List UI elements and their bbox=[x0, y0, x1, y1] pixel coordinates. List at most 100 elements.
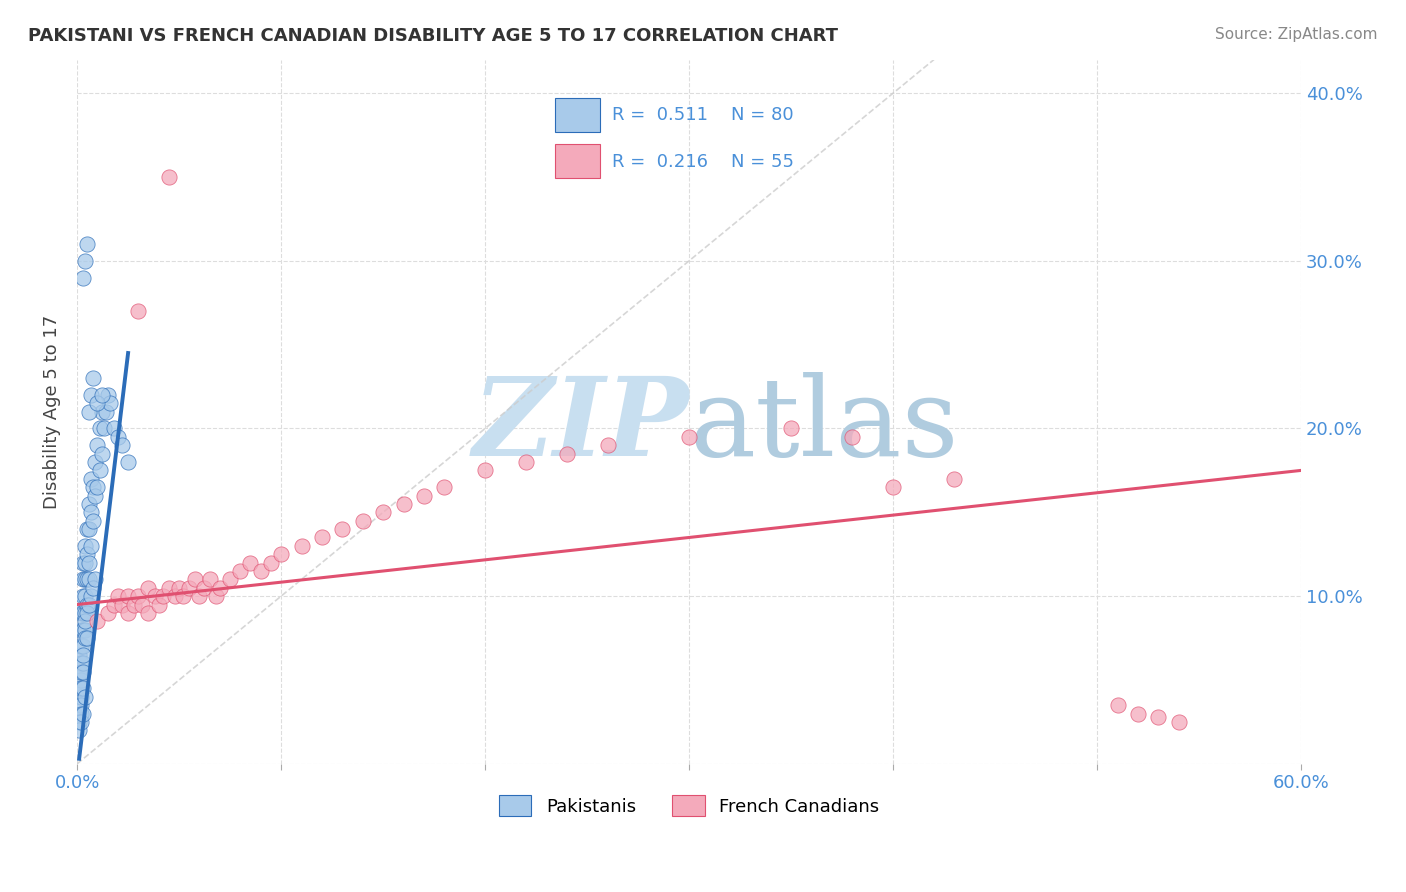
Point bbox=[70, 714, 93, 729]
Text: ZIP: ZIP bbox=[472, 372, 689, 480]
Point bbox=[943, 472, 966, 486]
Point bbox=[75, 539, 97, 553]
Point bbox=[67, 681, 90, 696]
Point bbox=[75, 589, 97, 603]
Point bbox=[97, 388, 120, 402]
Point bbox=[72, 648, 94, 662]
Point bbox=[76, 606, 98, 620]
Point bbox=[82, 514, 104, 528]
Point bbox=[204, 589, 226, 603]
Point bbox=[1147, 710, 1170, 724]
Point bbox=[219, 573, 242, 587]
Point bbox=[555, 447, 578, 461]
Point bbox=[841, 430, 863, 444]
Point bbox=[90, 405, 112, 419]
Point bbox=[72, 657, 94, 671]
Point bbox=[80, 539, 103, 553]
Point bbox=[67, 665, 90, 679]
Point bbox=[184, 573, 207, 587]
Point bbox=[1167, 714, 1189, 729]
Point bbox=[239, 556, 262, 570]
Point bbox=[86, 615, 108, 629]
Point bbox=[75, 690, 97, 704]
Point bbox=[72, 665, 94, 679]
Point bbox=[311, 531, 333, 545]
Point bbox=[157, 581, 180, 595]
Point bbox=[678, 430, 700, 444]
Point bbox=[371, 505, 394, 519]
Point bbox=[67, 714, 90, 729]
Point bbox=[72, 706, 94, 721]
Point bbox=[270, 547, 292, 561]
Point bbox=[72, 589, 94, 603]
Point bbox=[75, 253, 97, 268]
Point bbox=[392, 497, 415, 511]
Point bbox=[1107, 698, 1129, 713]
Point bbox=[90, 388, 112, 402]
Point bbox=[157, 169, 180, 184]
Point bbox=[70, 698, 93, 713]
Point bbox=[70, 673, 93, 687]
Point bbox=[80, 589, 103, 603]
Point bbox=[67, 648, 90, 662]
Point bbox=[80, 388, 103, 402]
Point bbox=[143, 589, 166, 603]
Point bbox=[780, 421, 803, 435]
Point bbox=[76, 573, 98, 587]
Point bbox=[86, 438, 108, 452]
Point bbox=[82, 581, 104, 595]
Point bbox=[70, 706, 93, 721]
Legend: Pakistanis, French Canadians: Pakistanis, French Canadians bbox=[489, 787, 889, 825]
Point bbox=[89, 463, 111, 477]
Point bbox=[193, 581, 215, 595]
Point bbox=[67, 723, 90, 738]
Point bbox=[76, 522, 98, 536]
Point bbox=[75, 631, 97, 645]
Text: atlas: atlas bbox=[689, 372, 959, 479]
Point bbox=[79, 497, 101, 511]
Point bbox=[412, 489, 434, 503]
Point bbox=[72, 681, 94, 696]
Point bbox=[75, 556, 97, 570]
Point bbox=[67, 698, 90, 713]
Point bbox=[474, 463, 496, 477]
Point bbox=[70, 640, 93, 654]
Point bbox=[84, 573, 107, 587]
Point bbox=[84, 489, 107, 503]
Point bbox=[70, 623, 93, 637]
Point bbox=[82, 480, 104, 494]
Point bbox=[79, 405, 101, 419]
Point bbox=[72, 606, 94, 620]
Point bbox=[76, 547, 98, 561]
Point bbox=[107, 430, 129, 444]
Point bbox=[117, 455, 139, 469]
Point bbox=[70, 665, 93, 679]
Point bbox=[79, 573, 101, 587]
Point bbox=[103, 421, 125, 435]
Point bbox=[89, 421, 111, 435]
Text: PAKISTANI VS FRENCH CANADIAN DISABILITY AGE 5 TO 17 CORRELATION CHART: PAKISTANI VS FRENCH CANADIAN DISABILITY … bbox=[28, 27, 838, 45]
Point bbox=[290, 539, 312, 553]
Point bbox=[882, 480, 904, 494]
Point bbox=[79, 522, 101, 536]
Point bbox=[107, 589, 129, 603]
Point bbox=[75, 573, 97, 587]
Point bbox=[72, 556, 94, 570]
Point bbox=[93, 421, 115, 435]
Point bbox=[79, 598, 101, 612]
Point bbox=[208, 581, 231, 595]
Point bbox=[330, 522, 353, 536]
Point bbox=[352, 514, 374, 528]
Text: Source: ZipAtlas.com: Source: ZipAtlas.com bbox=[1215, 27, 1378, 42]
Point bbox=[148, 598, 170, 612]
Point bbox=[127, 304, 149, 318]
Point bbox=[111, 598, 134, 612]
Point bbox=[76, 237, 98, 252]
Point bbox=[84, 455, 107, 469]
Point bbox=[72, 623, 94, 637]
Point bbox=[76, 598, 98, 612]
Point bbox=[117, 589, 139, 603]
Point bbox=[75, 606, 97, 620]
Point bbox=[229, 564, 252, 578]
Point bbox=[75, 615, 97, 629]
